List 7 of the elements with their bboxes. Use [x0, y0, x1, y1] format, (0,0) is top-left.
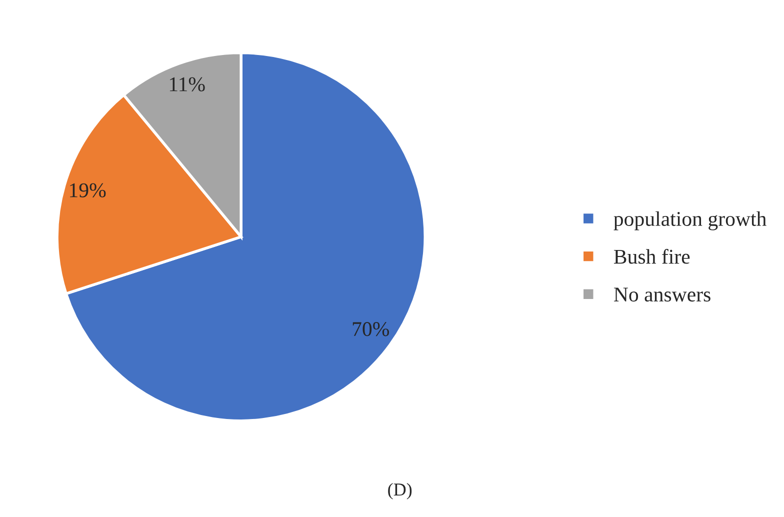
data-label: 70% — [352, 322, 390, 336]
data-label: 19% — [70, 183, 106, 198]
legend-label: No answers — [614, 288, 710, 302]
legend-label: population growth — [614, 211, 766, 230]
legend-label: Bush fire — [614, 248, 690, 264]
text: (D) — [388, 482, 412, 500]
data-label: 11% — [170, 77, 205, 92]
